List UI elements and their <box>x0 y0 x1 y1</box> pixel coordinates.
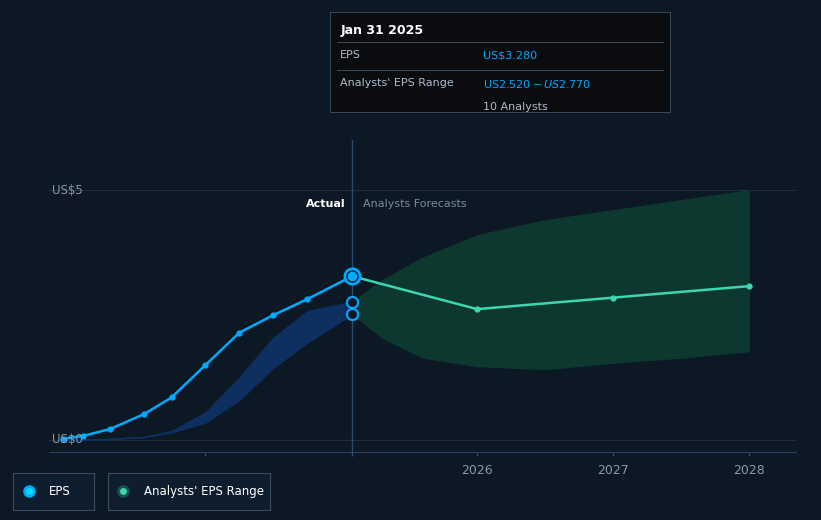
Text: US$2.520 - US$2.770: US$2.520 - US$2.770 <box>483 78 591 90</box>
Text: Analysts' EPS Range: Analysts' EPS Range <box>340 78 454 88</box>
FancyBboxPatch shape <box>108 473 270 510</box>
Text: 10 Analysts: 10 Analysts <box>483 102 548 112</box>
Text: Analysts Forecasts: Analysts Forecasts <box>363 199 466 209</box>
Text: US$5: US$5 <box>52 184 83 197</box>
Text: US$3.280: US$3.280 <box>483 50 537 60</box>
Text: Analysts' EPS Range: Analysts' EPS Range <box>144 485 264 498</box>
FancyBboxPatch shape <box>13 473 94 510</box>
Text: US$0: US$0 <box>52 433 83 446</box>
Text: EPS: EPS <box>340 50 361 60</box>
Text: EPS: EPS <box>49 485 71 498</box>
Text: Jan 31 2025: Jan 31 2025 <box>340 24 424 37</box>
Text: Actual: Actual <box>305 199 346 209</box>
